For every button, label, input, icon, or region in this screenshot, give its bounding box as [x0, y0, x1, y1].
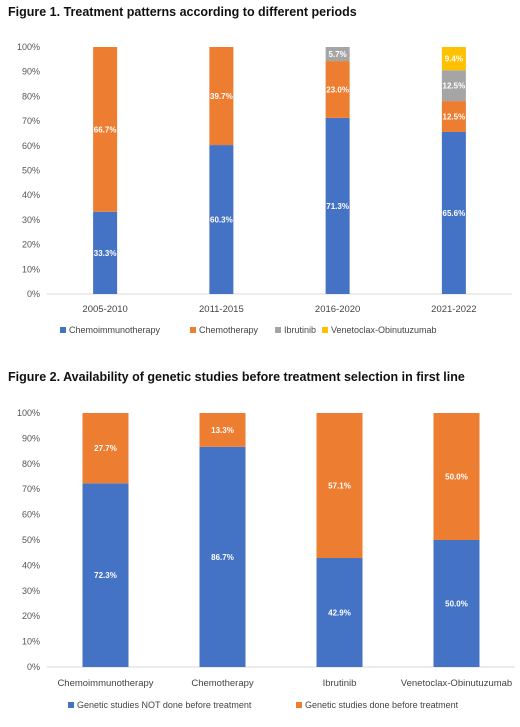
category-label: 2021-2022 [431, 304, 476, 315]
category-label: 2011-2015 [199, 304, 244, 315]
bar-segment-genetic-studies-not-done-before-treatment [82, 483, 129, 667]
legend-swatch-genetic-studies-not-done-before-treatment [68, 702, 74, 708]
legend-label: Chemotherapy [199, 325, 259, 335]
y-tick-label: 40% [22, 560, 40, 570]
bar-segment-genetic-studies-done-before-treatment [316, 413, 363, 559]
bar-segment-genetic-studies-done-before-treatment [199, 413, 246, 447]
bar-segment-genetic-studies-done-before-treatment [433, 413, 480, 540]
data-label: 27.7% [94, 444, 117, 453]
y-tick-label: 10% [22, 264, 40, 274]
data-label: 72.3% [94, 571, 117, 580]
data-label: 50.0% [445, 473, 468, 482]
legend-swatch-genetic-studies-done-before-treatment [296, 702, 302, 708]
bar-segment-chemotherapy [441, 101, 466, 132]
y-tick-label: 30% [22, 215, 40, 225]
bar-segment-chemotherapy [93, 47, 118, 212]
genetic-studies-chart: 0% 10% 20% 30% 40% 50% 60% 70% 80% 90% 100% 72.3% 27… [17, 408, 515, 710]
data-label: 42.9% [328, 609, 351, 618]
legend-label: Genetic studies NOT done before treatmen… [77, 700, 252, 710]
y-tick-label: 60% [22, 510, 40, 520]
y-tick-label: 100% [17, 42, 40, 52]
data-label: 60.3% [210, 216, 233, 225]
y-tick-label: 50% [22, 535, 40, 545]
bar-segment-chemoimmunotherapy [209, 145, 234, 294]
y-tick-label: 0% [27, 662, 40, 672]
figure-2-title: Figure 2. Availability of genetic studie… [8, 370, 465, 384]
legend-label: Genetic studies done before treatment [305, 700, 459, 710]
bar-segment-genetic-studies-not-done-before-treatment [433, 540, 480, 667]
legend-swatch-chemoimmunotherapy [60, 327, 66, 333]
data-label: 33.3% [94, 249, 117, 258]
bar-segment-chemotherapy [209, 47, 234, 146]
legend-swatch-chemotherapy [190, 327, 196, 333]
bar-segment-chemotherapy [325, 61, 350, 118]
bar-segment-chemoimmunotherapy [93, 211, 118, 294]
y-tick-label: 30% [22, 586, 40, 596]
bar-segment-venetoclax-obinutuzumab [441, 47, 466, 71]
category-label: 2016-2020 [315, 304, 360, 315]
data-label: 65.6% [443, 209, 466, 218]
y-tick-label: 20% [22, 240, 40, 250]
category-label: 2005-2010 [82, 304, 127, 315]
data-label: 23.0% [326, 85, 349, 94]
y-tick-label: 0% [27, 289, 40, 299]
legend-swatch-ibrutinib [275, 327, 281, 333]
legend-label: Chemoimmunotherapy [69, 325, 161, 335]
y-tick-label: 10% [22, 637, 40, 647]
data-label: 71.3% [326, 202, 349, 211]
bar-segment-chemoimmunotherapy [441, 131, 466, 294]
bar-segment-genetic-studies-not-done-before-treatment [199, 446, 246, 667]
bar-segment-genetic-studies-not-done-before-treatment [316, 558, 363, 667]
treatment-patterns-chart: 0% 10% 20% 30% 40% 50% 60% 70% 80% 90% 100% 33.3% 66… [17, 42, 512, 335]
data-label: 39.7% [210, 92, 233, 101]
legend-label: Ibrutinib [284, 325, 316, 335]
y-tick-label: 70% [22, 484, 40, 494]
y-tick-label: 40% [22, 190, 40, 200]
y-tick-label: 60% [22, 141, 40, 151]
category-label: Venetoclax-Obinutuzumab [401, 678, 512, 689]
data-label: 66.7% [94, 125, 117, 134]
data-label: 9.4% [445, 55, 463, 64]
category-label: Chemoimmunotherapy [57, 678, 153, 689]
data-label: 86.7% [211, 553, 234, 562]
y-tick-label: 100% [17, 408, 40, 418]
category-label: Chemotherapy [191, 678, 254, 689]
bar-segment-chemoimmunotherapy [325, 117, 350, 294]
y-tick-label: 50% [22, 166, 40, 176]
y-tick-label: 80% [22, 91, 40, 101]
y-tick-label: 70% [22, 116, 40, 126]
y-tick-label: 20% [22, 611, 40, 621]
data-label: 13.3% [211, 426, 234, 435]
legend-label: Venetoclax-Obinutuzumab [331, 325, 437, 335]
legend-swatch-venetoclax-obinutuzumab [322, 327, 328, 333]
data-label: 50.0% [445, 600, 468, 609]
data-label: 5.7% [329, 50, 347, 59]
y-tick-label: 90% [22, 67, 40, 77]
y-tick-label: 80% [22, 459, 40, 469]
bar-segment-ibrutinib [325, 47, 350, 62]
y-tick-label: 90% [22, 433, 40, 443]
data-label: 12.5% [443, 113, 466, 122]
data-label: 12.5% [443, 82, 466, 91]
figure-1-title: Figure 1. Treatment patterns according t… [8, 5, 357, 19]
data-label: 57.1% [328, 482, 351, 491]
bar-segment-genetic-studies-done-before-treatment [82, 413, 129, 484]
bar-segment-ibrutinib [441, 70, 466, 102]
category-label: Ibrutinib [323, 678, 357, 689]
